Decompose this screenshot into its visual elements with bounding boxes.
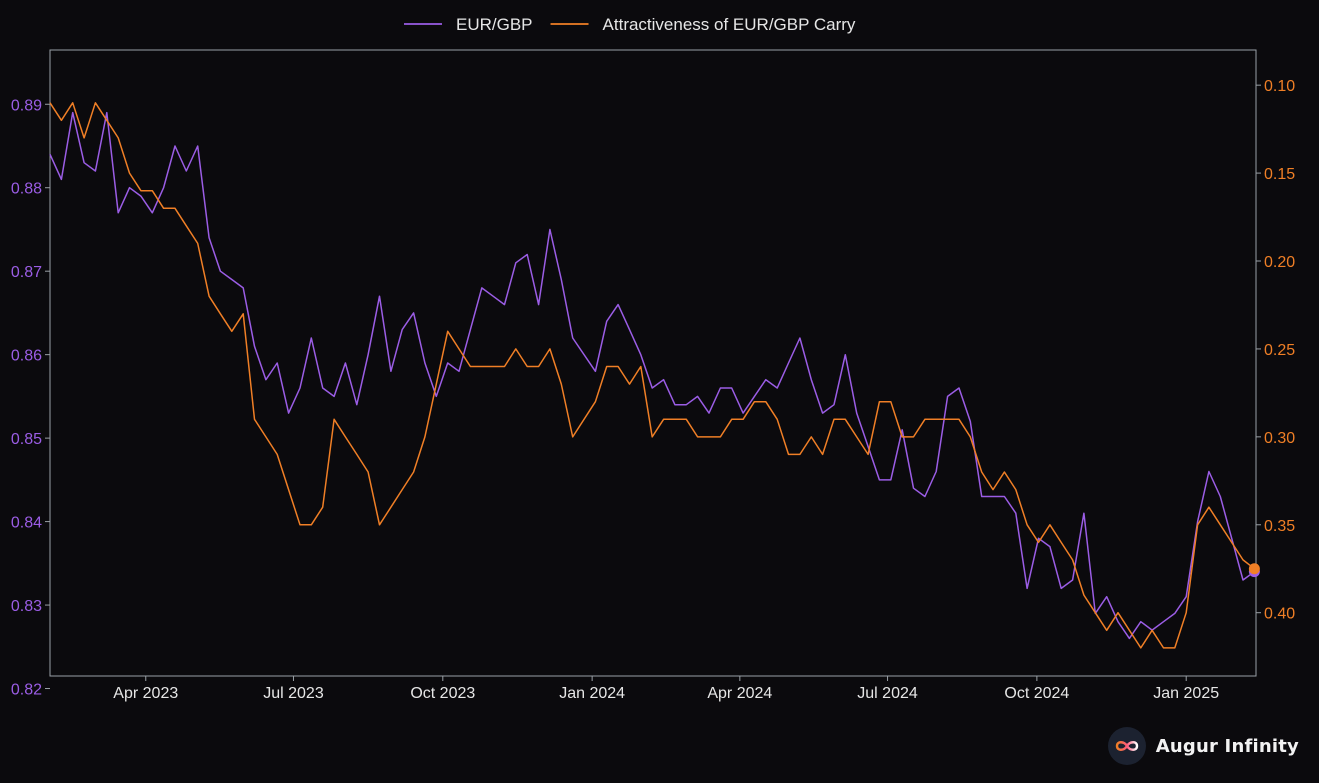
y-left-tick-label: 0.85 <box>11 431 42 448</box>
y-right-tick-label: 0.40 <box>1264 606 1295 623</box>
plot-frame <box>49 49 1257 677</box>
y-left-tick-label: 0.86 <box>11 348 42 365</box>
x-tick-label: Jul 2023 <box>263 685 324 702</box>
infinity-icon <box>1107 727 1146 765</box>
x-tick-label: Oct 2024 <box>1004 685 1069 702</box>
y-right-tick-label: 0.15 <box>1264 166 1295 183</box>
legend: EUR/GBP Attractiveness of EUR/GBP Carry <box>404 15 856 34</box>
carry-end-point <box>1248 563 1260 575</box>
y-left-tick-label: 0.88 <box>11 181 42 198</box>
y-left-tick-label: 0.82 <box>11 682 42 699</box>
y-left-tick-label: 0.89 <box>11 97 42 114</box>
brand-watermark: Augur Infinity <box>1107 727 1299 765</box>
x-tick-label: Oct 2023 <box>410 685 475 702</box>
y-left-tick-label: 0.87 <box>11 264 42 281</box>
y-right-tick-label: 0.20 <box>1264 254 1295 271</box>
carry-series-line <box>49 102 1255 649</box>
y-axis-right: 0.10 0.15 0.20 0.25 0.30 0.35 0.40 <box>1256 78 1295 623</box>
y-left-tick-label: 0.83 <box>11 598 42 615</box>
legend-label-carry: Attractiveness of EUR/GBP Carry <box>603 15 856 34</box>
x-tick-label: Apr 2024 <box>707 685 772 702</box>
y-right-tick-label: 0.25 <box>1264 342 1295 359</box>
x-tick-label: Jan 2024 <box>559 685 625 702</box>
y-right-tick-label: 0.30 <box>1264 430 1295 447</box>
x-tick-label: Apr 2023 <box>113 685 178 702</box>
x-tick-label: Jul 2024 <box>857 685 918 702</box>
legend-label-eurgbp: EUR/GBP <box>456 15 533 34</box>
x-axis: Apr 2023 Jul 2023 Oct 2023 Jan 2024 Apr 2024… <box>113 676 1219 702</box>
eurgbp-series-line <box>49 111 1255 640</box>
x-tick-label: Jan 2025 <box>1153 685 1219 702</box>
y-left-tick-label: 0.84 <box>11 515 42 532</box>
y-right-tick-label: 0.35 <box>1264 518 1295 535</box>
series-layer <box>49 102 1260 649</box>
brand-name: Augur Infinity <box>1155 735 1299 757</box>
y-right-tick-label: 0.10 <box>1264 78 1295 95</box>
y-axis-left: 0.82 0.83 0.84 0.85 0.86 0.87 0.88 0.89 <box>11 97 50 699</box>
